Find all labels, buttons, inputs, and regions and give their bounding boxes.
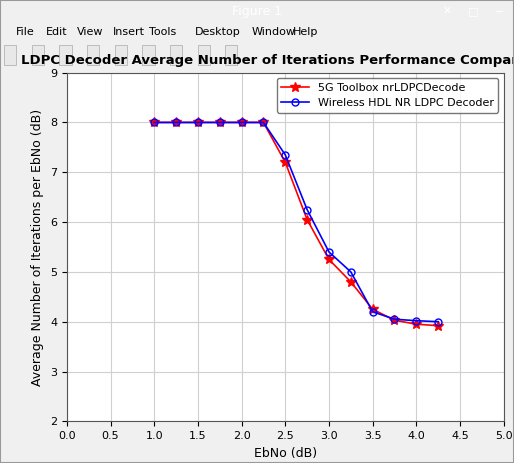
FancyBboxPatch shape xyxy=(60,44,72,65)
5G Toolbox nrLDPCDecode xyxy=(326,257,332,262)
Wireless HDL NR LDPC Decoder xyxy=(238,119,245,125)
FancyBboxPatch shape xyxy=(115,44,127,65)
Wireless HDL NR LDPC Decoder xyxy=(347,269,354,275)
Line: 5G Toolbox nrLDPCDecode: 5G Toolbox nrLDPCDecode xyxy=(150,118,443,331)
Text: □: □ xyxy=(468,6,478,16)
Text: ✕: ✕ xyxy=(443,6,452,16)
FancyBboxPatch shape xyxy=(4,44,16,65)
Wireless HDL NR LDPC Decoder xyxy=(304,207,310,213)
FancyBboxPatch shape xyxy=(225,44,237,65)
5G Toolbox nrLDPCDecode xyxy=(261,119,267,125)
Text: Window: Window xyxy=(252,27,296,37)
FancyBboxPatch shape xyxy=(142,44,155,65)
5G Toolbox nrLDPCDecode xyxy=(151,119,157,125)
5G Toolbox nrLDPCDecode xyxy=(217,119,223,125)
5G Toolbox nrLDPCDecode xyxy=(413,321,419,327)
5G Toolbox nrLDPCDecode xyxy=(238,119,245,125)
Wireless HDL NR LDPC Decoder xyxy=(282,152,288,157)
Text: Desktop: Desktop xyxy=(195,27,241,37)
5G Toolbox nrLDPCDecode xyxy=(304,217,310,222)
5G Toolbox nrLDPCDecode xyxy=(173,119,179,125)
Wireless HDL NR LDPC Decoder xyxy=(261,119,267,125)
Legend: 5G Toolbox nrLDPCDecode, Wireless HDL NR LDPC Decoder: 5G Toolbox nrLDPCDecode, Wireless HDL NR… xyxy=(277,78,498,113)
Text: Tools: Tools xyxy=(149,27,176,37)
X-axis label: EbNo (dB): EbNo (dB) xyxy=(254,447,317,460)
Wireless HDL NR LDPC Decoder xyxy=(326,249,332,255)
5G Toolbox nrLDPCDecode xyxy=(282,160,288,165)
5G Toolbox nrLDPCDecode xyxy=(195,119,201,125)
5G Toolbox nrLDPCDecode xyxy=(370,307,376,312)
Line: Wireless HDL NR LDPC Decoder: Wireless HDL NR LDPC Decoder xyxy=(151,119,442,325)
Text: Figure 1: Figure 1 xyxy=(232,5,282,18)
Text: File: File xyxy=(15,27,34,37)
Wireless HDL NR LDPC Decoder xyxy=(195,119,201,125)
Wireless HDL NR LDPC Decoder xyxy=(392,316,398,322)
Text: Insert: Insert xyxy=(113,27,145,37)
5G Toolbox nrLDPCDecode xyxy=(435,323,441,328)
Wireless HDL NR LDPC Decoder xyxy=(151,119,157,125)
FancyBboxPatch shape xyxy=(87,44,99,65)
Wireless HDL NR LDPC Decoder xyxy=(173,119,179,125)
Wireless HDL NR LDPC Decoder xyxy=(413,318,419,324)
Title: LDPC Decoder Average Number of Iterations Performance Comparison: LDPC Decoder Average Number of Iteration… xyxy=(21,54,514,67)
5G Toolbox nrLDPCDecode xyxy=(392,318,398,323)
Y-axis label: Average Number of Iterations per EbNo (dB): Average Number of Iterations per EbNo (d… xyxy=(31,108,44,386)
Wireless HDL NR LDPC Decoder xyxy=(370,309,376,314)
Wireless HDL NR LDPC Decoder xyxy=(217,119,223,125)
FancyBboxPatch shape xyxy=(170,44,182,65)
Text: ─: ─ xyxy=(495,6,502,16)
FancyBboxPatch shape xyxy=(32,44,44,65)
Text: Edit: Edit xyxy=(46,27,68,37)
Text: Help: Help xyxy=(293,27,318,37)
FancyBboxPatch shape xyxy=(197,44,210,65)
Text: View: View xyxy=(77,27,104,37)
5G Toolbox nrLDPCDecode xyxy=(347,279,354,285)
Wireless HDL NR LDPC Decoder xyxy=(435,319,441,325)
